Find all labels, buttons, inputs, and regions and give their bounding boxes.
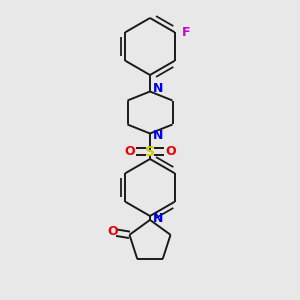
Text: O: O bbox=[108, 225, 118, 238]
Text: N: N bbox=[152, 212, 163, 225]
Text: F: F bbox=[182, 26, 191, 39]
Text: O: O bbox=[165, 145, 176, 158]
Text: S: S bbox=[145, 145, 155, 158]
Text: N: N bbox=[152, 82, 163, 95]
Text: O: O bbox=[124, 145, 135, 158]
Text: N: N bbox=[152, 129, 163, 142]
